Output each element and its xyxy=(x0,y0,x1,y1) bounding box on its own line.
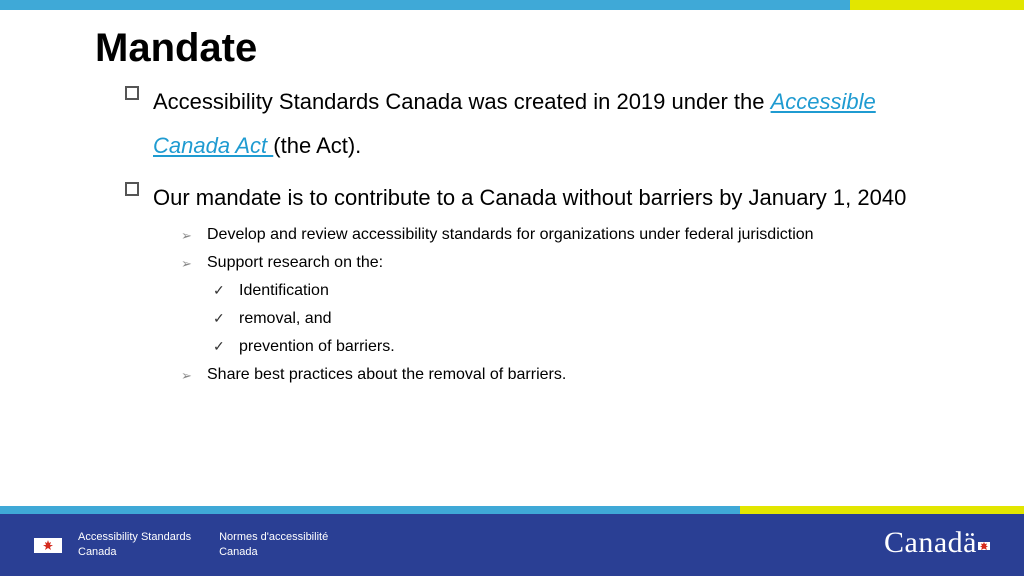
footer-bar: Accessibility Standards Canada Normes d'… xyxy=(0,514,1024,576)
check-text: prevention of barriers. xyxy=(239,338,395,356)
check-icon: ✓ xyxy=(213,282,227,299)
sub-bullet-list: ➢ Develop and review accessibility stand… xyxy=(181,226,945,384)
check-item: ✓ Identification xyxy=(213,282,945,300)
slide: Mandate Accessibility Standards Canada w… xyxy=(0,0,1024,576)
footer-accent-yellow xyxy=(740,506,1024,514)
arrow-icon: ➢ xyxy=(181,256,195,272)
org-fr-line1: Normes d'accessibilité xyxy=(219,530,328,545)
check-list: ✓ Identification ✓ removal, and ✓ preven… xyxy=(213,282,945,356)
square-bullet-icon xyxy=(125,86,139,100)
wordmark-text: Canadä xyxy=(884,526,977,559)
check-text: removal, and xyxy=(239,310,332,328)
bullet-item: Our mandate is to contribute to a Canada… xyxy=(125,176,945,220)
square-bullet-icon xyxy=(125,182,139,196)
sub-bullet-item: ➢ Share best practices about the removal… xyxy=(181,366,945,384)
bullet-text: Our mandate is to contribute to a Canada… xyxy=(153,176,906,220)
wordmark-flag-icon xyxy=(978,528,990,562)
check-icon: ✓ xyxy=(213,310,227,327)
arrow-icon: ➢ xyxy=(181,228,195,244)
top-accent-yellow xyxy=(850,0,1024,10)
sub-bullet-item: ➢ Support research on the: xyxy=(181,254,945,272)
check-icon: ✓ xyxy=(213,338,227,355)
org-en-line2: Canada xyxy=(78,545,191,560)
content-area: Accessibility Standards Canada was creat… xyxy=(125,80,945,394)
bullet-item: Accessibility Standards Canada was creat… xyxy=(125,80,945,168)
org-name-fr: Normes d'accessibilité Canada xyxy=(219,530,328,560)
arrow-icon: ➢ xyxy=(181,368,195,384)
footer-accent-blue xyxy=(0,506,740,514)
sub-bullet-text: Develop and review accessibility standar… xyxy=(207,226,814,244)
sub-bullet-text: Share best practices about the removal o… xyxy=(207,366,566,384)
org-name-en: Accessibility Standards Canada xyxy=(78,530,191,560)
bullet-text: Accessibility Standards Canada was creat… xyxy=(153,80,945,168)
org-fr-line2: Canada xyxy=(219,545,328,560)
sub-bullet-text: Support research on the: xyxy=(207,254,383,272)
top-accent-bar xyxy=(0,0,1024,10)
check-item: ✓ prevention of barriers. xyxy=(213,338,945,356)
page-title: Mandate xyxy=(95,26,257,71)
canada-flag-icon xyxy=(34,538,62,553)
check-item: ✓ removal, and xyxy=(213,310,945,328)
sub-bullet-item: ➢ Develop and review accessibility stand… xyxy=(181,226,945,244)
org-en-line1: Accessibility Standards xyxy=(78,530,191,545)
check-text: Identification xyxy=(239,282,329,300)
canada-wordmark: Canadä xyxy=(884,526,990,562)
top-accent-blue xyxy=(0,0,850,10)
footer-accent-bar xyxy=(0,506,1024,514)
bullet-text-pre: Accessibility Standards Canada was creat… xyxy=(153,89,771,114)
org-signature: Accessibility Standards Canada Normes d'… xyxy=(78,530,328,560)
bullet-text-post: (the Act). xyxy=(273,133,361,158)
